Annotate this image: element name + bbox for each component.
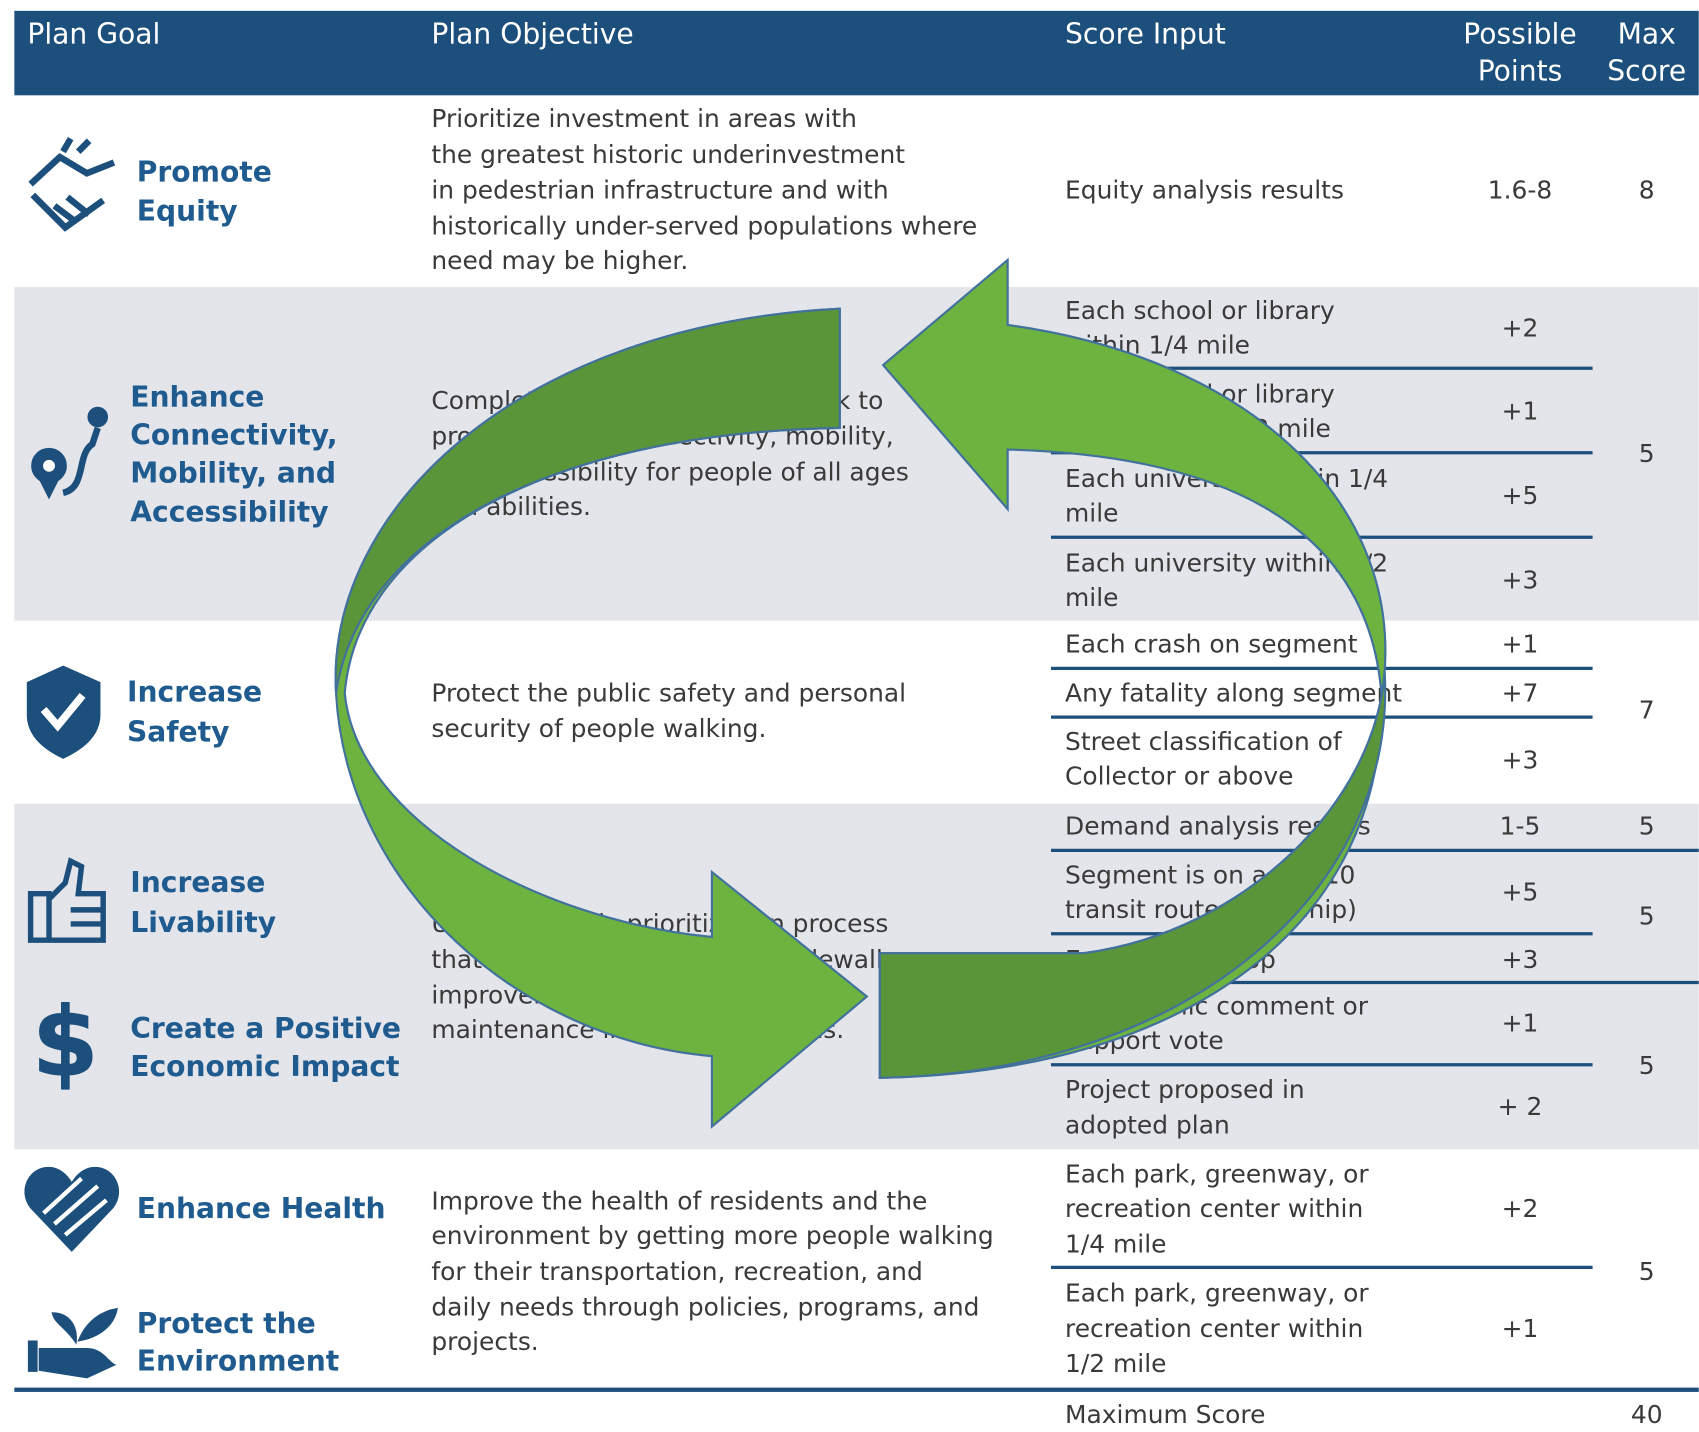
objective-text: the greatest historic underinvestment: [431, 140, 905, 169]
goal-label: Equity: [137, 194, 238, 227]
goal-label: Mobility, and: [130, 456, 336, 489]
score-input: mile: [1065, 499, 1118, 528]
objective-text: Improve the health of residents and the: [431, 1186, 927, 1215]
cycle-arrows: [334, 257, 1387, 1129]
score-input: Each park, greenway, or: [1065, 1159, 1369, 1188]
objective-text: Protect the public safety and personal: [431, 678, 906, 707]
goal-label: Environment: [137, 1345, 340, 1378]
max-score: 5: [1639, 1257, 1655, 1286]
possible-points: 1.6-8: [1488, 176, 1552, 205]
possible-points: 1-5: [1500, 812, 1541, 841]
shield-icon: [26, 665, 101, 759]
total-value: 40: [1631, 1400, 1663, 1429]
goal-label: Safety: [127, 715, 229, 748]
dollar-icon: $: [32, 988, 98, 1098]
max-score: 5: [1639, 812, 1655, 841]
goal-label: Enhance Health: [137, 1192, 386, 1225]
goal-label: Livability: [130, 906, 276, 939]
possible-points: +5: [1502, 481, 1539, 510]
score-input: recreation center within: [1065, 1194, 1363, 1223]
score-input: Project proposed in: [1065, 1075, 1305, 1104]
row-band: [14, 803, 1699, 1150]
objective-text: daily needs through policies, programs, …: [431, 1293, 979, 1322]
header-cell: Points: [1478, 55, 1563, 88]
score-input: Any fatality along segment: [1065, 678, 1402, 707]
score-input: Each park, greenway, or: [1065, 1278, 1369, 1307]
possible-points: +3: [1502, 745, 1539, 774]
possible-points: +3: [1502, 945, 1539, 974]
score-input: adopted plan: [1065, 1111, 1230, 1140]
goal-label: Connectivity,: [130, 419, 337, 452]
goal-label: Increase: [127, 675, 262, 708]
thumb-icon: [27, 857, 106, 943]
possible-points: +7: [1502, 678, 1539, 707]
possible-points: +1: [1502, 1009, 1539, 1038]
plant-icon: [27, 1307, 118, 1379]
goal-label: Increase: [130, 866, 265, 899]
score-input: Street classification of: [1065, 727, 1343, 756]
arrow-shade: [878, 671, 1387, 1079]
max-score: 5: [1639, 1051, 1655, 1080]
total-label: Maximum Score: [1065, 1400, 1265, 1429]
max-score: 7: [1639, 696, 1655, 725]
possible-points: +3: [1502, 566, 1539, 595]
objective-text: need may be higher.: [431, 246, 688, 275]
goal-label: Enhance: [130, 381, 264, 414]
score-input: Each school or library: [1065, 296, 1335, 325]
score-input: 1/4 mile: [1065, 1230, 1166, 1259]
handshake-icon: [28, 137, 116, 232]
goal-label: Economic Impact: [130, 1050, 399, 1083]
header-cell: Plan Objective: [431, 18, 633, 51]
score-input: mile: [1065, 583, 1118, 612]
heart-icon: [24, 1167, 119, 1252]
objective-text: security of people walking.: [431, 714, 766, 743]
header-cell: Score: [1607, 55, 1686, 88]
max-score: 5: [1639, 901, 1655, 930]
score-input: recreation center within: [1065, 1314, 1363, 1343]
header-cell: Max: [1618, 18, 1676, 51]
score-input: Collector or above: [1065, 762, 1293, 791]
possible-points: +2: [1502, 313, 1539, 342]
goal-label: Protect the: [137, 1307, 316, 1340]
goal-label: Promote: [137, 155, 272, 188]
goal-label: Accessibility: [130, 495, 328, 528]
score-input: 1/2 mile: [1065, 1349, 1166, 1378]
objective-text: environment by getting more people walki…: [431, 1221, 993, 1250]
header-cell: Score Input: [1065, 18, 1226, 51]
max-score: 5: [1639, 439, 1655, 468]
objective-text: for their transportation, recreation, an…: [431, 1257, 922, 1286]
icons: $: [24, 137, 119, 1379]
max-score: 8: [1639, 176, 1655, 205]
possible-points: +1: [1502, 630, 1539, 659]
arrow-shade: [334, 307, 841, 694]
header-cell: Possible: [1463, 18, 1576, 51]
goal-label: Create a Positive: [130, 1012, 401, 1045]
route-icon: [31, 406, 109, 500]
header-cell: Plan Goal: [27, 18, 160, 51]
possible-points: +1: [1502, 1314, 1539, 1343]
bottom-rule: [14, 1387, 1699, 1392]
possible-points: +2: [1502, 1194, 1539, 1223]
objective-text: in pedestrian infrastructure and with: [431, 176, 888, 205]
objective-text: historically under-served populations wh…: [431, 211, 977, 240]
objective-text: Prioritize investment in areas with: [431, 104, 857, 133]
possible-points: + 2: [1498, 1092, 1543, 1121]
score-input: Equity analysis results: [1065, 176, 1344, 205]
objective-text: projects.: [431, 1327, 538, 1356]
possible-points: +5: [1502, 878, 1539, 907]
score-input: Each crash on segment: [1065, 630, 1358, 659]
possible-points: +1: [1502, 397, 1539, 426]
header-band: [14, 10, 1699, 96]
